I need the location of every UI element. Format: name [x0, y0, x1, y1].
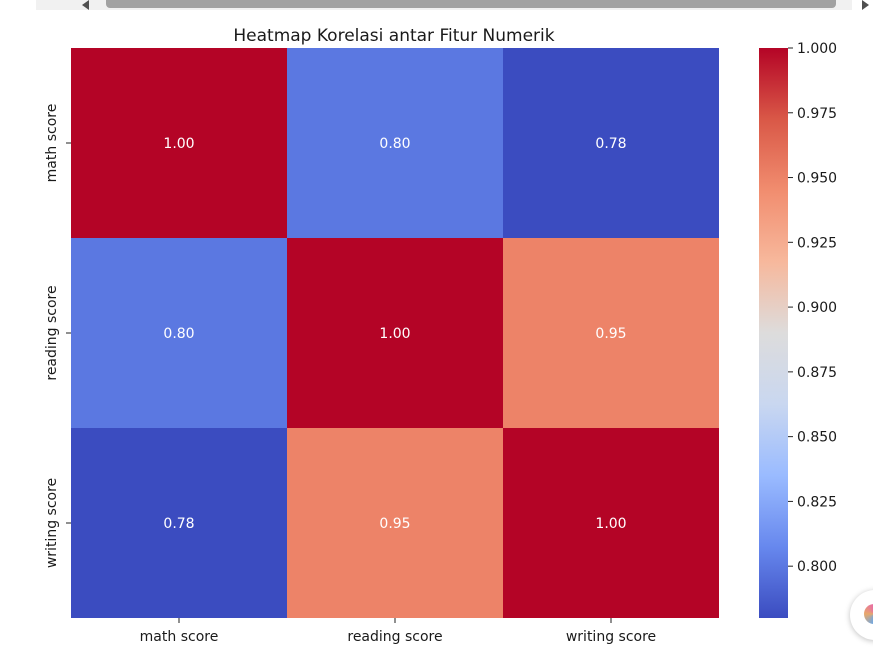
y-tick-label: reading score: [44, 285, 60, 380]
scroll-right-arrow-icon[interactable]: [862, 0, 869, 10]
colorbar-tick-label: 0.950: [797, 171, 837, 187]
heatmap-cell-label: 1.00: [595, 516, 626, 532]
heatmap-cell: [287, 48, 503, 238]
x-tick-label: math score: [140, 629, 219, 645]
horizontal-scrollbar[interactable]: [36, 0, 869, 10]
colorbar-tick-label: 0.925: [797, 235, 837, 251]
assistant-launcher-button[interactable]: [850, 590, 873, 640]
heatmap-cell-label: 0.78: [163, 516, 194, 532]
heatmap-cell-label: 1.00: [163, 136, 194, 152]
colorbar-tick-label: 0.825: [797, 494, 837, 510]
colorbar-tick-label: 0.875: [797, 365, 837, 381]
x-tick-label: writing score: [566, 629, 656, 645]
scroll-left-arrow-icon[interactable]: [82, 0, 89, 10]
heatmap-cell: [503, 48, 719, 238]
y-axis: math score reading score writing score: [44, 104, 71, 568]
heatmap-cell: [287, 428, 503, 618]
heatmap-cell: [71, 428, 287, 618]
colorbar-tick-label: 0.800: [797, 559, 837, 575]
heatmap-cell-label: 0.95: [379, 516, 410, 532]
heatmap-cell: [71, 48, 287, 238]
heatmap-cell-label: 0.80: [379, 136, 410, 152]
x-tick-label: reading score: [347, 629, 442, 645]
heatmap-cells: [71, 48, 719, 618]
colorbar-tick-label: 0.850: [797, 430, 837, 446]
chart-title: Heatmap Korelasi antar Fitur Numerik: [233, 26, 554, 46]
y-tick-label: writing score: [44, 478, 60, 568]
colorbar: [759, 48, 788, 618]
heatmap-cell: [503, 238, 719, 428]
heatmap-cell-label: 1.00: [379, 326, 410, 342]
y-tick-label: math score: [44, 104, 60, 183]
heatmap-cell: [71, 238, 287, 428]
heatmap-cell: [503, 428, 719, 618]
heatmap-cell-label: 0.80: [163, 326, 194, 342]
colorbar-tick-label: 0.975: [797, 106, 837, 122]
heatmap-cell: [287, 238, 503, 428]
heatmap-cell-label: 0.78: [595, 136, 626, 152]
colorbar-ticks: 0.800 0.825 0.850 0.875 0.900 0.925 0.950 0.975…: [788, 41, 837, 575]
heatmap-cell-label: 0.95: [595, 326, 626, 342]
colorbar-tick-label: 0.900: [797, 300, 837, 316]
x-axis: math score reading score writing score: [140, 618, 656, 645]
assistant-sparkle-icon: [864, 604, 873, 624]
scrollbar-thumb[interactable]: [106, 0, 836, 8]
colorbar-tick-label: 1.000: [797, 41, 837, 57]
heatmap-cell-labels: 1.00 0.80 0.78 0.80 1.00 0.95 0.78 0.95 1.00: [163, 136, 626, 532]
